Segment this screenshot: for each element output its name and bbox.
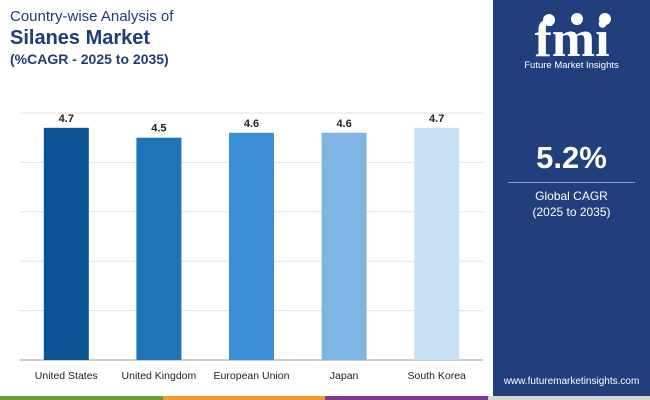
bar-european-union xyxy=(229,132,274,360)
global-cagr-label: Global CAGR (2025 to 2035) xyxy=(493,188,650,220)
bar-united-states xyxy=(43,127,89,360)
data-label: 4.6 xyxy=(244,118,259,130)
x-tick-label: European Union xyxy=(214,370,290,382)
chart-subtitle: (%CAGR - 2025 to 2035) xyxy=(10,51,169,67)
global-cagr-label-line1: Global CAGR xyxy=(535,189,608,203)
global-cagr-label-line2: (2025 to 2035) xyxy=(532,205,611,219)
bottom-color-bar xyxy=(0,396,650,400)
logo-dot-3 xyxy=(599,13,611,25)
side-panel: fmi Future Market Insights 5.2% Global C… xyxy=(493,0,650,400)
bottom-bar-segment xyxy=(162,396,325,400)
x-tick-label: Japan xyxy=(330,370,359,382)
logo-dot-1 xyxy=(543,14,555,26)
chart-title-line1: Country-wise Analysis of xyxy=(10,8,174,25)
website-url: www.futuremarketinsights.com xyxy=(503,376,640,387)
global-cagr-value: 5.2% xyxy=(536,140,607,175)
fmi-logo-icon: fmi xyxy=(534,12,611,60)
bottom-bar-segment xyxy=(325,396,488,400)
x-tick-label: United Kingdom xyxy=(122,370,197,382)
data-label: 4.7 xyxy=(59,113,74,125)
bar-chart: 4.7 United States 4.5 United Kingdom 4.6 Euro… xyxy=(20,112,483,382)
bottom-bar-segment xyxy=(0,396,163,400)
bar-south-korea xyxy=(414,127,460,360)
bar-united-kingdom xyxy=(136,137,182,360)
divider xyxy=(508,182,635,183)
x-tick-label: United States xyxy=(35,370,98,382)
bottom-bar-segment xyxy=(487,396,650,400)
logo-text: Future Market Insights xyxy=(524,60,619,71)
chart-title: Silanes Market xyxy=(10,27,151,49)
bar-japan xyxy=(321,132,367,360)
logo-dot-2 xyxy=(571,13,583,25)
data-label: 4.6 xyxy=(336,118,351,130)
x-tick-label: South Korea xyxy=(408,370,467,382)
chart-title-block: Country-wise Analysis of Silanes Market … xyxy=(10,8,173,68)
data-label: 4.7 xyxy=(429,113,444,125)
data-label: 4.5 xyxy=(151,123,166,135)
